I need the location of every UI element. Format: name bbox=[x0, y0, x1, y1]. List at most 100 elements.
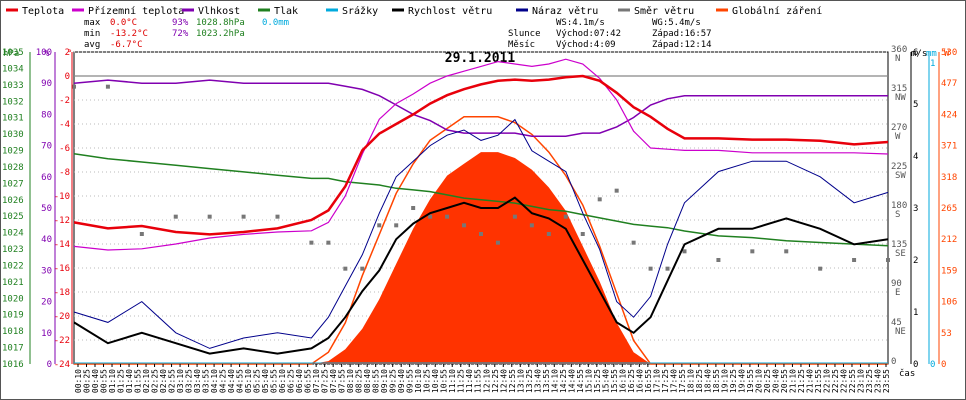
wind-direction-point bbox=[750, 249, 755, 254]
x-tick-label: 09:10 bbox=[380, 369, 389, 393]
wind-direction-point bbox=[241, 214, 246, 219]
axis-hpa-tick: 1016 bbox=[2, 360, 24, 370]
grid bbox=[74, 51, 888, 365]
axis-hpa-tick: 1033 bbox=[2, 81, 24, 91]
x-tick-label: 21:40 bbox=[805, 369, 814, 393]
x-tick-label: 08:10 bbox=[346, 369, 355, 393]
x-tick-label: 16:55 bbox=[644, 369, 653, 393]
x-tick-label: 00:10 bbox=[74, 369, 83, 393]
x-tick-label: 06:25 bbox=[287, 369, 296, 393]
x-tick-label: 17:40 bbox=[669, 369, 678, 393]
axis-w-tick: 159 bbox=[941, 266, 957, 276]
wind-direction-point bbox=[818, 266, 823, 271]
wind-direction-point bbox=[105, 84, 110, 89]
axis-pct-tick: 40 bbox=[41, 235, 52, 245]
wind-direction-point bbox=[207, 214, 212, 219]
axis-ms-tick: 5 bbox=[913, 100, 918, 110]
axis-dir-label: S bbox=[895, 210, 900, 220]
axis-hpa-tick: 1017 bbox=[2, 344, 24, 354]
x-tick-label: 16:40 bbox=[635, 369, 644, 393]
legend-label: Směr větru bbox=[634, 5, 694, 17]
axis-hpa-tick: 1032 bbox=[2, 97, 24, 107]
axis-pct-tick: 20 bbox=[41, 298, 52, 308]
wind-direction-point bbox=[614, 188, 619, 193]
axis-hpa-tick: 1023 bbox=[2, 245, 24, 255]
x-tick-label: 02:55 bbox=[168, 369, 177, 393]
x-tick-label: 05:10 bbox=[244, 369, 253, 393]
stat-value: max bbox=[84, 18, 101, 28]
axis-dir-tick: 0 bbox=[891, 357, 896, 367]
axis-hpa-tick: 1029 bbox=[2, 147, 24, 157]
stat-value: 1023.2hPa bbox=[196, 29, 245, 39]
stat-sun-rise: Východ:07:42 bbox=[556, 29, 621, 39]
axis-pct-tick: 10 bbox=[41, 329, 52, 339]
axis-w-tick: 212 bbox=[941, 235, 957, 245]
x-tick-label: 09:40 bbox=[397, 369, 406, 393]
x-tick-label: 01:25 bbox=[117, 369, 126, 393]
x-tick-label: 02:40 bbox=[159, 369, 168, 393]
stat-value: 72% bbox=[172, 29, 189, 39]
x-tick-label: 00:40 bbox=[91, 369, 100, 393]
axis-dir-tick: 180 bbox=[891, 201, 907, 211]
x-tick-label: 01:55 bbox=[134, 369, 143, 393]
axis-w-unit: W bbox=[944, 49, 950, 59]
x-tick-label: 17:10 bbox=[652, 369, 661, 393]
wind-direction-point bbox=[343, 266, 348, 271]
axis-hpa-tick: 1022 bbox=[2, 261, 24, 271]
x-tick-label: 07:40 bbox=[329, 369, 338, 393]
axis-dir-tick: 315 bbox=[891, 84, 907, 94]
series-wind-gust-line bbox=[73, 118, 889, 349]
x-tick-label: 23:40 bbox=[873, 369, 882, 393]
x-tick-label: 10:40 bbox=[431, 369, 440, 393]
axis-temp-tick: -8 bbox=[59, 168, 70, 178]
x-tick-label: 15:10 bbox=[584, 369, 593, 393]
axis-w-tick: 265 bbox=[941, 204, 957, 214]
x-tick-label: 08:25 bbox=[355, 369, 364, 393]
legend-label: Přízemní teplota bbox=[88, 5, 184, 17]
axis-temp-tick: -18 bbox=[54, 288, 70, 298]
axis-w-tick: 371 bbox=[941, 142, 957, 152]
axis-dir-label: E bbox=[895, 288, 900, 298]
x-tick-label: 09:55 bbox=[406, 369, 415, 393]
wind-direction-point bbox=[275, 214, 280, 219]
series-pressure-line bbox=[73, 153, 889, 247]
axis-pct-tick: 30 bbox=[41, 266, 52, 276]
x-tick-label: 17:25 bbox=[661, 369, 670, 393]
x-axis: 00:10 00:25 00:40 00:55 01:10 01:25 01:40 01:55… bbox=[74, 364, 915, 393]
axis-pct-tick: 70 bbox=[41, 142, 52, 152]
axis-hpa-tick: 1025 bbox=[2, 212, 24, 222]
stat-value: avg bbox=[84, 40, 100, 50]
x-tick-label: 22:10 bbox=[822, 369, 831, 393]
x-tick-label: 13:55 bbox=[542, 369, 551, 393]
axis-dir-label: N bbox=[895, 54, 900, 64]
legend-label: Teplota bbox=[22, 6, 64, 17]
x-tick-label: 12:40 bbox=[499, 369, 508, 393]
x-tick-label: 22:40 bbox=[839, 369, 848, 393]
axis-temp-unit: ° bbox=[67, 49, 72, 59]
axis-temp-tick: -4 bbox=[59, 120, 70, 130]
x-tick-label: 15:40 bbox=[601, 369, 610, 393]
stat-value: -13.2°C bbox=[110, 29, 148, 39]
stat-moon-set: Západ:12:14 bbox=[652, 40, 712, 50]
axis-dir-label: NE bbox=[895, 327, 906, 337]
stat-value: 0.0mm bbox=[262, 18, 289, 28]
axis-pct-tick: 90 bbox=[41, 79, 52, 89]
axis-mm-unit: mm bbox=[926, 49, 937, 59]
stat-moon-rise: Východ:4:09 bbox=[556, 40, 616, 50]
axis-hpa-tick: 1030 bbox=[2, 130, 24, 140]
x-tick-label: 13:40 bbox=[533, 369, 542, 393]
axis-ms-unit: m/s bbox=[911, 49, 927, 59]
x-tick-label: 14:25 bbox=[559, 369, 568, 393]
wind-direction-point bbox=[495, 240, 500, 245]
x-tick-label: 04:10 bbox=[210, 369, 219, 393]
axis-mm-tick: 1 bbox=[930, 59, 935, 69]
x-tick-label: 06:40 bbox=[295, 369, 304, 393]
wind-direction-point bbox=[563, 214, 568, 219]
legend-label: Globální záření bbox=[732, 5, 822, 17]
wind-direction-point bbox=[648, 266, 653, 271]
axis-hpa-tick: 1018 bbox=[2, 327, 24, 337]
x-tick-label: 02:10 bbox=[142, 369, 151, 393]
axis-w-tick: 106 bbox=[941, 298, 957, 308]
x-tick-label: 18:55 bbox=[712, 369, 721, 393]
